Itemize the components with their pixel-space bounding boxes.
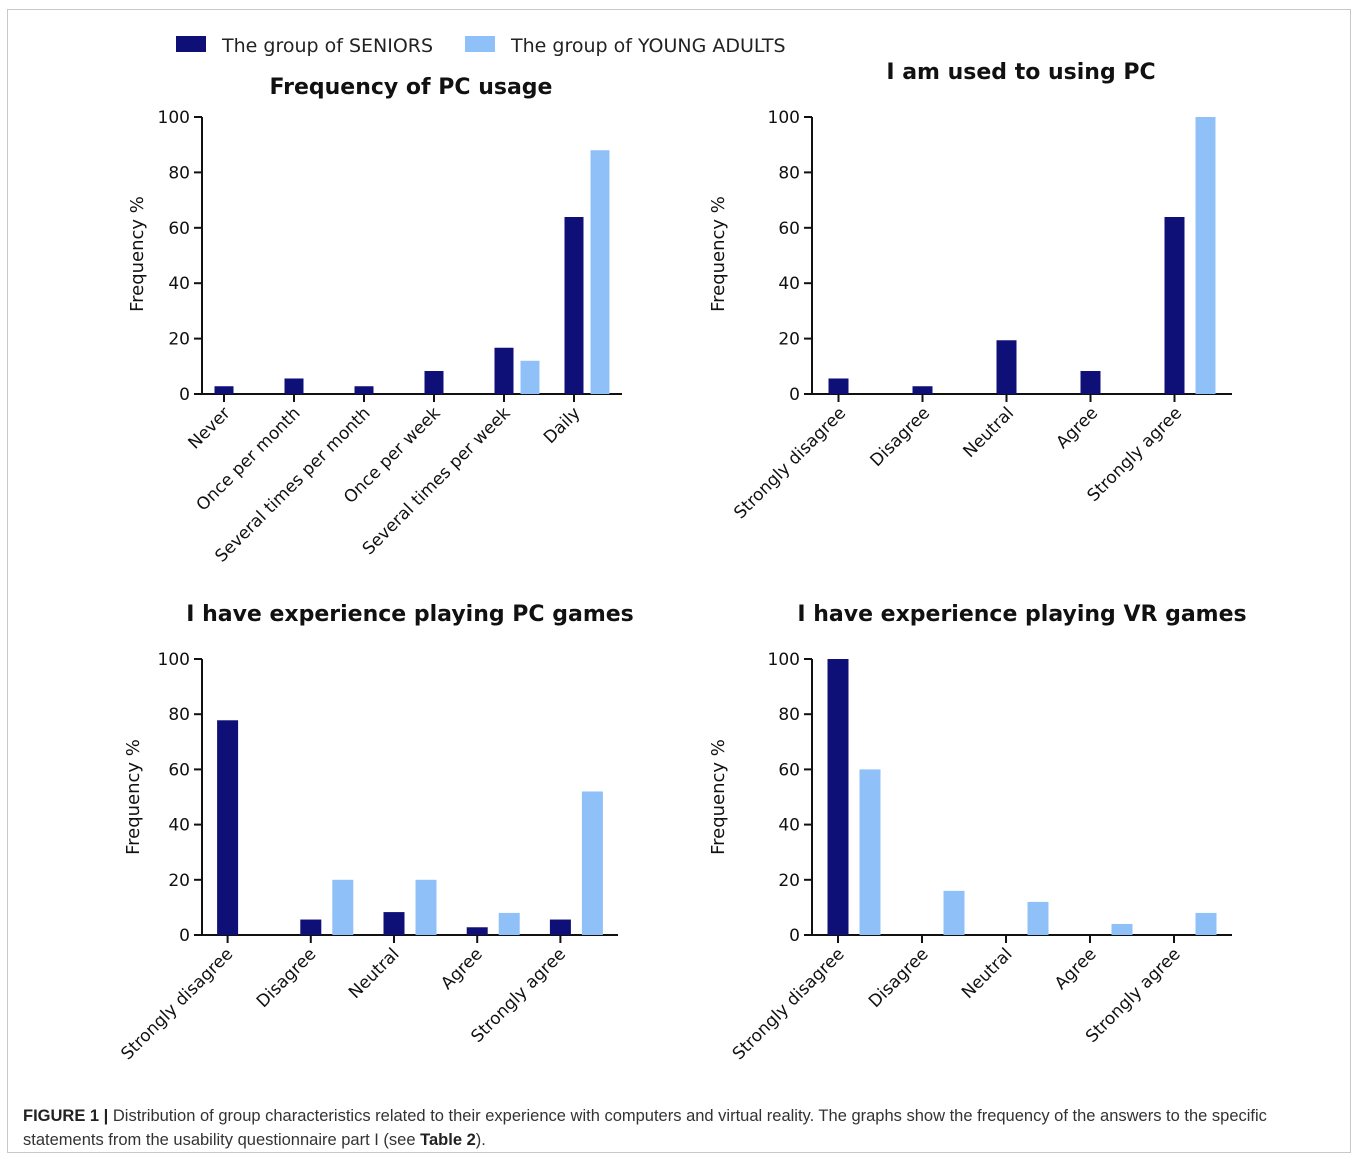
x-tick-label: Strongly disagree — [729, 944, 849, 1064]
bar — [300, 919, 322, 935]
x-tick-label: Neutral — [960, 403, 1019, 462]
bar — [415, 879, 437, 935]
bar — [859, 769, 881, 935]
bar — [996, 340, 1017, 394]
bar — [332, 879, 354, 935]
y-tick-label: 80 — [168, 163, 190, 183]
bar — [1195, 912, 1217, 935]
x-tick-label: Agree — [1051, 944, 1100, 993]
bar — [520, 360, 540, 394]
x-tick-label: Disagree — [253, 944, 320, 1011]
y-tick-label: 60 — [168, 219, 190, 239]
x-tick-label: Never — [185, 403, 235, 453]
chart-panel: I am used to using PC Frequency % 0 20 40 60 8… — [708, 60, 1232, 523]
y-tick-label: 40 — [778, 816, 800, 836]
y-tick-label: 100 — [158, 108, 190, 128]
y-tick-label: 0 — [789, 385, 800, 405]
y-axis-label: Frequency % — [123, 739, 144, 855]
chart-panel: Frequency of PC usage Frequency % 0 20 40 60 8… — [127, 75, 622, 567]
y-tick-label: 40 — [168, 816, 190, 836]
x-tick-label: Daily — [540, 403, 585, 448]
caption-text: Distribution of group characteristics re… — [23, 1107, 1267, 1149]
figure-frame — [7, 9, 1351, 1153]
y-tick-label: 20 — [168, 871, 190, 891]
bar — [1164, 216, 1185, 394]
y-tick-label: 100 — [158, 650, 190, 670]
x-tick-label: Neutral — [958, 944, 1017, 1003]
bar — [590, 150, 610, 394]
caption-label: FIGURE 1 | — [23, 1107, 109, 1125]
y-tick-label: 0 — [179, 385, 190, 405]
y-tick-label: 80 — [778, 705, 800, 725]
chart-legend: The group of SENIORS The group of YOUNG A… — [176, 35, 786, 57]
y-tick-label: 100 — [768, 108, 800, 128]
x-tick-label: Agree — [1053, 403, 1102, 452]
y-axis-label: Frequency % — [127, 196, 148, 312]
bar — [549, 919, 571, 935]
bar — [1027, 901, 1049, 935]
bar — [1111, 923, 1133, 935]
chart-panel: I have experience playing VR games Freque… — [708, 602, 1247, 1064]
y-tick-label: 20 — [778, 871, 800, 891]
bar — [494, 347, 514, 394]
y-tick-label: 20 — [778, 330, 800, 350]
bar — [912, 386, 933, 394]
y-tick-label: 60 — [778, 760, 800, 780]
caption-table-ref: Table 2 — [420, 1131, 476, 1149]
y-axis-label: Frequency % — [708, 196, 729, 312]
chart-title: I am used to using PC — [886, 60, 1155, 85]
bar — [828, 378, 849, 394]
y-tick-label: 100 — [768, 650, 800, 670]
x-tick-label: Strongly disagree — [730, 403, 850, 523]
x-tick-label: Strongly disagree — [117, 944, 237, 1064]
y-tick-label: 20 — [168, 330, 190, 350]
y-tick-label: 60 — [168, 760, 190, 780]
y-tick-label: 40 — [168, 274, 190, 294]
figure-charts: The group of SENIORS The group of YOUNG A… — [117, 35, 1247, 1064]
y-tick-label: 80 — [778, 163, 800, 183]
x-tick-label: Disagree — [865, 944, 932, 1011]
bar — [217, 720, 239, 935]
y-tick-label: 0 — [179, 926, 190, 946]
x-tick-label: Several times per week — [359, 403, 515, 559]
bar — [214, 386, 234, 394]
y-tick-label: 40 — [778, 274, 800, 294]
bar — [354, 386, 374, 394]
bar — [564, 216, 584, 394]
legend-label: The group of SENIORS — [221, 35, 433, 57]
legend-label: The group of YOUNG ADULTS — [510, 35, 786, 57]
figure-caption: FIGURE 1 | Distribution of group charact… — [23, 1104, 1333, 1152]
y-tick-label: 80 — [168, 705, 190, 725]
x-tick-label: Agree — [437, 944, 486, 993]
bar — [943, 890, 965, 935]
chart-panel: I have experience playing PC games Freque… — [117, 602, 633, 1064]
chart-title: I have experience playing PC games — [186, 602, 634, 627]
caption-text-end: ). — [475, 1131, 486, 1149]
y-tick-label: 60 — [778, 219, 800, 239]
chart-title: I have experience playing VR games — [797, 602, 1246, 627]
bar — [581, 791, 603, 935]
bar — [498, 912, 520, 935]
x-tick-label: Disagree — [867, 403, 934, 470]
x-tick-label: Neutral — [345, 944, 404, 1003]
y-axis-label: Frequency % — [708, 739, 729, 855]
legend-swatch — [176, 36, 206, 52]
bar — [827, 659, 849, 935]
bar — [383, 912, 405, 935]
bar — [1195, 117, 1216, 394]
bar — [466, 927, 488, 935]
bar — [424, 371, 444, 394]
bar — [284, 378, 304, 394]
bar — [1080, 371, 1101, 394]
y-tick-label: 0 — [789, 926, 800, 946]
chart-title: Frequency of PC usage — [270, 75, 553, 100]
legend-swatch — [465, 36, 495, 52]
